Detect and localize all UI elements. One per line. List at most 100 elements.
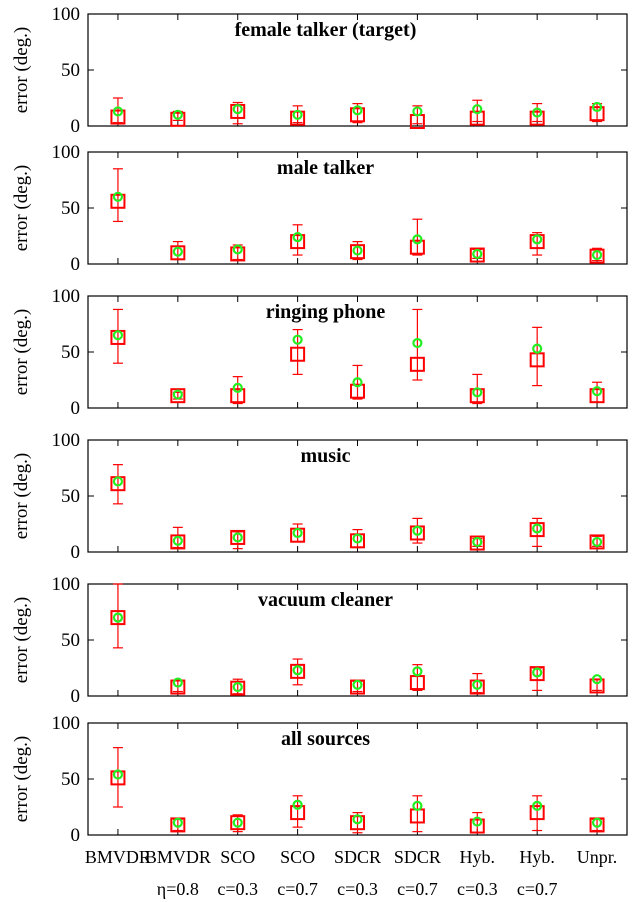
ytick-label: 50 — [61, 769, 80, 790]
panel-5: 0 50 100 error (deg.) vacuum cleaner — [11, 574, 628, 707]
ytick-label: 50 — [61, 198, 80, 219]
panel-title: all sources — [281, 728, 370, 750]
circle-marker — [112, 769, 124, 780]
circle-marker — [532, 343, 543, 354]
box-marker — [170, 534, 186, 550]
ytick-label: 50 — [61, 342, 80, 363]
box-marker — [589, 534, 605, 550]
circle-marker — [352, 679, 363, 690]
box-marker — [110, 610, 126, 626]
circle-marker — [532, 667, 543, 678]
box-marker — [290, 346, 306, 362]
ytick-label: 0 — [71, 825, 81, 846]
circle-marker — [591, 817, 603, 828]
box-marker — [529, 805, 545, 821]
ytick-label: 50 — [61, 60, 80, 81]
circle-marker — [472, 816, 483, 827]
circle-marker — [172, 535, 183, 546]
ytick-label: 0 — [71, 542, 81, 563]
circle-marker — [591, 386, 603, 397]
box-marker — [350, 107, 365, 123]
panel-1: 0 50 100 error (deg.) female talker (target) — [11, 4, 628, 137]
circle-marker — [532, 800, 543, 811]
panel-2: 0 50 100 error (deg.) male talker — [11, 142, 628, 275]
circle-marker — [352, 245, 363, 256]
ytick-label: 100 — [52, 713, 81, 734]
ytick-label: 50 — [61, 486, 80, 507]
circle-marker — [472, 536, 483, 548]
box-marker — [409, 239, 425, 255]
circle-marker — [352, 105, 363, 116]
circle-marker — [112, 330, 124, 341]
ytick-label: 100 — [52, 574, 81, 595]
x-category-label: SDCR — [334, 847, 381, 867]
box-marker — [529, 666, 545, 682]
ytick-label: 100 — [52, 142, 81, 163]
box-marker — [290, 805, 306, 821]
panel-title: male talker — [277, 157, 374, 179]
circle-marker — [292, 665, 303, 676]
y-axis-label: error (deg.) — [11, 597, 32, 684]
box-marker — [230, 529, 246, 545]
circle-marker — [412, 234, 423, 245]
circle-marker — [172, 677, 183, 688]
ytick-label: 100 — [52, 4, 81, 25]
box-marker — [170, 245, 186, 261]
circle-marker — [292, 334, 303, 345]
box-marker — [290, 234, 306, 250]
box-marker — [230, 680, 246, 696]
x-category-label: SCO — [280, 847, 315, 867]
box-marker — [589, 106, 605, 122]
y-axis-label: error (deg.) — [11, 165, 32, 252]
box-marker — [529, 110, 545, 126]
panel-3: 0 50 100 error (deg.) ringing phone — [11, 286, 628, 419]
panel-title: vacuum cleaner — [258, 589, 393, 611]
box-marker — [170, 679, 186, 695]
ytick-label: 50 — [61, 630, 80, 651]
x-category-label: SDCR — [394, 847, 441, 867]
circle-marker — [112, 106, 124, 117]
circle-marker — [292, 109, 303, 120]
circle-marker — [112, 191, 124, 202]
panel-title: music — [301, 445, 351, 467]
circle-marker — [412, 337, 423, 349]
box-marker — [230, 388, 246, 404]
x-category-label: BMVDR — [85, 847, 151, 867]
box-marker — [589, 388, 605, 404]
x-category-sublabel: c=0.3 — [217, 879, 258, 899]
circle-marker — [232, 532, 243, 543]
ytick-label: 100 — [52, 286, 81, 307]
x-category-sublabel: c=0.3 — [337, 879, 378, 899]
y-axis-label: error (deg.) — [11, 309, 32, 396]
box-marker — [409, 356, 425, 372]
box-marker — [469, 247, 485, 263]
box-marker — [230, 246, 246, 262]
box-marker — [469, 110, 485, 126]
box-marker — [589, 248, 605, 264]
y-axis-label: error (deg.) — [11, 27, 32, 114]
ytick-label: 100 — [52, 430, 81, 451]
box-marker — [350, 383, 365, 399]
circle-marker — [172, 246, 183, 257]
circle-marker — [112, 476, 124, 487]
circle-marker — [232, 382, 243, 393]
circle-marker — [412, 800, 423, 811]
box-marker — [230, 815, 246, 831]
x-category-sublabel: c=0.7 — [517, 879, 558, 899]
circle-marker — [472, 104, 483, 115]
ytick-label: 0 — [71, 398, 81, 419]
ytick-label: 0 — [71, 254, 81, 275]
box-marker — [110, 109, 126, 125]
circle-marker — [591, 674, 603, 685]
circle-marker — [172, 817, 183, 828]
ytick-label: 0 — [71, 116, 81, 137]
circle-marker — [472, 679, 483, 690]
y-axis-label: error (deg.) — [11, 736, 32, 823]
panel-title: ringing phone — [266, 301, 386, 323]
x-category-sublabel: c=0.3 — [457, 879, 498, 899]
x-category-label: Hyb. — [460, 847, 496, 867]
circle-marker — [532, 234, 543, 245]
circle-marker — [472, 248, 483, 260]
panel-title: female talker (target) — [235, 19, 417, 41]
